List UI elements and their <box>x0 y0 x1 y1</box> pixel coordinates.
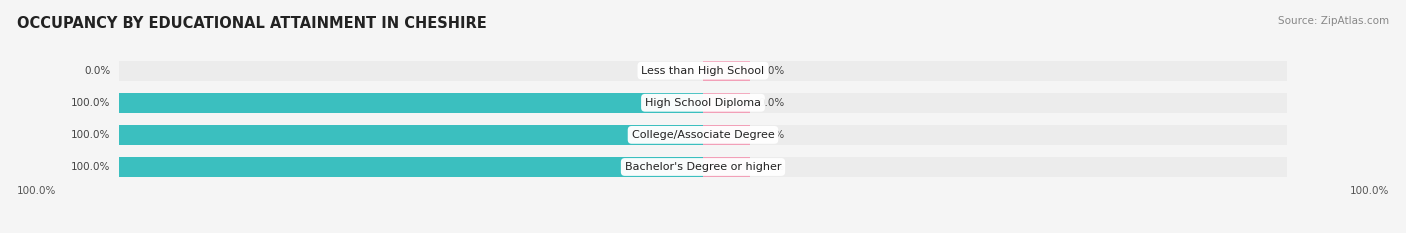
Text: 0.0%: 0.0% <box>758 98 785 108</box>
Bar <box>120 61 703 81</box>
Bar <box>120 157 703 177</box>
Text: 100.0%: 100.0% <box>17 186 56 196</box>
Bar <box>120 93 703 113</box>
Bar <box>703 157 749 177</box>
Text: 100.0%: 100.0% <box>72 162 111 172</box>
Text: Source: ZipAtlas.com: Source: ZipAtlas.com <box>1278 16 1389 26</box>
Text: Less than High School: Less than High School <box>641 66 765 76</box>
Text: 0.0%: 0.0% <box>758 162 785 172</box>
Text: OCCUPANCY BY EDUCATIONAL ATTAINMENT IN CHESHIRE: OCCUPANCY BY EDUCATIONAL ATTAINMENT IN C… <box>17 16 486 31</box>
Bar <box>703 125 1286 145</box>
Bar <box>120 125 703 145</box>
Text: 100.0%: 100.0% <box>72 130 111 140</box>
Text: Bachelor's Degree or higher: Bachelor's Degree or higher <box>624 162 782 172</box>
Bar <box>703 61 1286 81</box>
Bar <box>703 157 1286 177</box>
Text: 100.0%: 100.0% <box>72 98 111 108</box>
Text: 0.0%: 0.0% <box>758 66 785 76</box>
Bar <box>703 61 749 81</box>
Bar <box>703 93 1286 113</box>
Text: 0.0%: 0.0% <box>84 66 111 76</box>
Bar <box>703 125 749 145</box>
Text: High School Diploma: High School Diploma <box>645 98 761 108</box>
Bar <box>120 157 703 177</box>
Text: 100.0%: 100.0% <box>1350 186 1389 196</box>
Text: 0.0%: 0.0% <box>758 130 785 140</box>
Text: College/Associate Degree: College/Associate Degree <box>631 130 775 140</box>
Bar <box>703 93 749 113</box>
Bar <box>120 93 703 113</box>
Bar <box>120 125 703 145</box>
